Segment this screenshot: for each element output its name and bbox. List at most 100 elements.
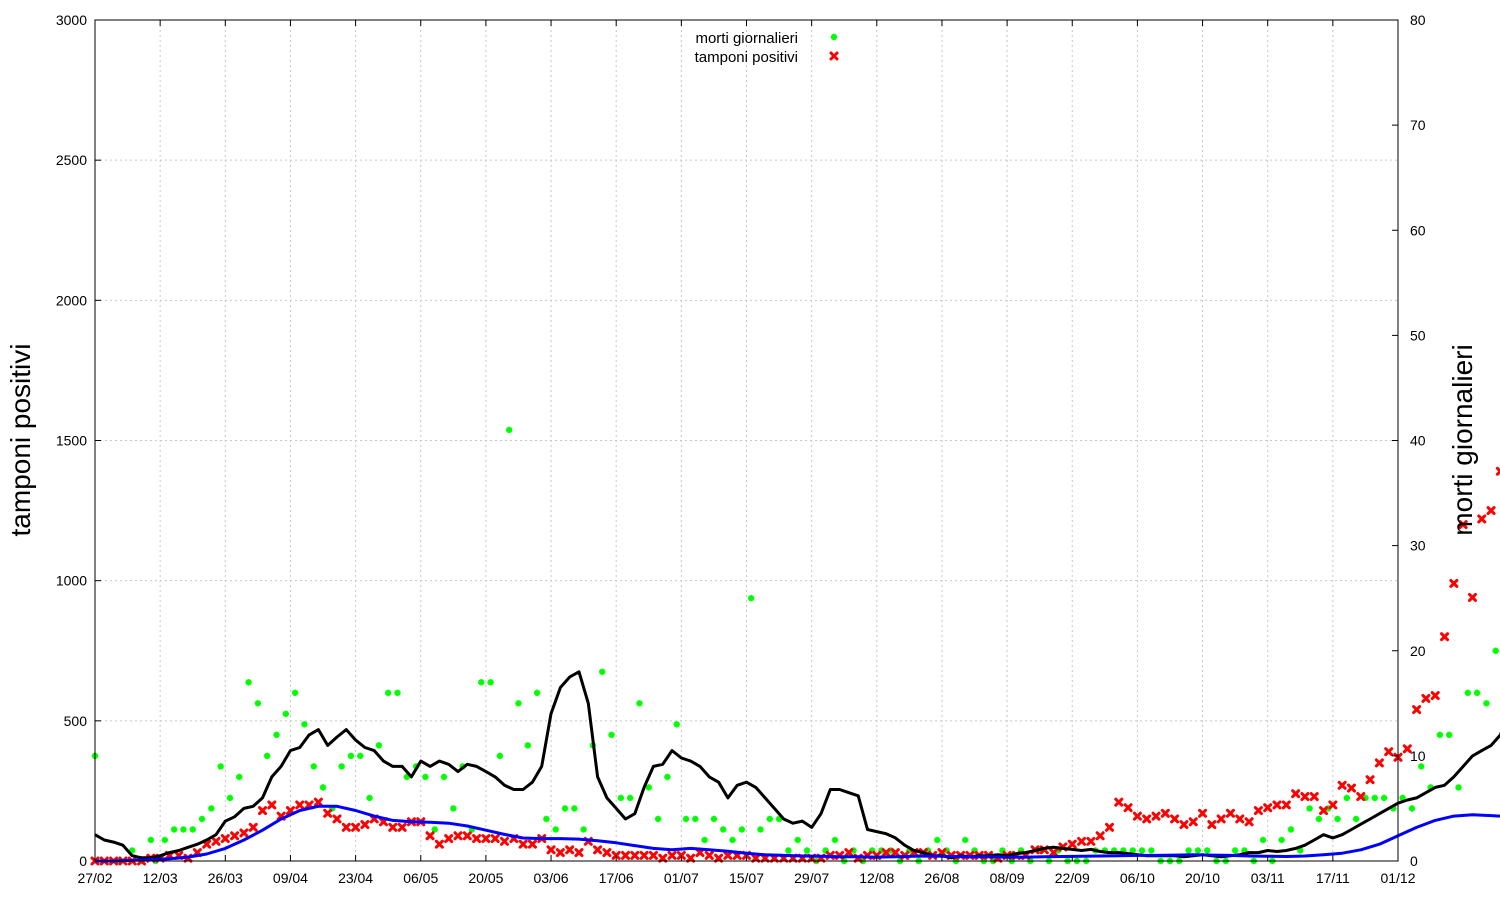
- x-tick-label: 06/05: [403, 870, 438, 886]
- data-point-deaths: [636, 700, 643, 707]
- x-tick-label: 08/09: [990, 870, 1025, 886]
- data-point-deaths: [729, 836, 736, 844]
- data-point-deaths: [208, 805, 215, 812]
- data-point-deaths: [738, 826, 746, 833]
- data-point-positives: [1319, 806, 1329, 816]
- data-point-deaths: [338, 763, 345, 770]
- data-point-positives: [667, 850, 677, 860]
- x-tick-label: 17/11: [1316, 870, 1350, 886]
- data-point-positives: [648, 850, 658, 860]
- data-point-deaths: [794, 836, 801, 844]
- y-left-tick-label: 0: [79, 853, 87, 869]
- data-point-deaths: [1492, 647, 1499, 654]
- x-tick-label: 15/07: [729, 870, 764, 886]
- data-point-positives: [1235, 814, 1245, 824]
- data-point-deaths: [301, 721, 308, 728]
- data-point-positives: [295, 800, 305, 810]
- data-point-deaths: [803, 847, 811, 854]
- data-point-deaths: [1259, 836, 1267, 844]
- x-tick-label: 12/03: [143, 870, 178, 886]
- y-right-tick-label: 50: [1410, 327, 1426, 343]
- data-point-positives: [1049, 848, 1059, 858]
- data-point-positives: [565, 845, 575, 855]
- data-point-deaths: [1445, 731, 1453, 739]
- data-point-positives: [639, 850, 649, 860]
- data-point-positives: [1132, 811, 1142, 821]
- data-point-deaths: [263, 752, 271, 760]
- legend-markers: [829, 33, 839, 61]
- data-point-deaths: [357, 752, 364, 760]
- data-point-deaths: [254, 700, 262, 707]
- data-point-deaths: [1483, 700, 1490, 707]
- data-point-deaths: [1464, 689, 1472, 696]
- data-point-deaths: [524, 742, 531, 749]
- data-point-deaths: [552, 826, 559, 833]
- data-point-positives: [1179, 820, 1189, 830]
- data-point-deaths: [766, 815, 773, 823]
- data-point-deaths: [785, 847, 792, 854]
- data-point-positives: [1207, 820, 1217, 830]
- data-point-positives: [1170, 814, 1180, 824]
- data-point-deaths: [1315, 815, 1323, 823]
- data-point-positives: [704, 850, 714, 860]
- data-point-positives: [1412, 705, 1422, 715]
- grid: [95, 20, 1398, 861]
- series-line-deaths-avg: [94, 670, 1500, 860]
- data-point-deaths: [571, 805, 578, 812]
- data-point-deaths: [757, 826, 764, 833]
- data-point-deaths: [394, 689, 401, 696]
- y-right-tick-label: 60: [1410, 222, 1426, 238]
- data-point-deaths: [422, 773, 429, 781]
- data-point-positives: [462, 831, 472, 841]
- x-tick-label: 26/03: [208, 870, 243, 886]
- axes: 27/02 12/03 26/03 09/04 23/04 06/05 20/05 03/06…: [56, 12, 1426, 886]
- data-point-deaths: [692, 815, 699, 823]
- x-tick-label: 12/08: [859, 870, 894, 886]
- data-point-deaths: [831, 836, 839, 844]
- data-point-deaths: [1204, 847, 1211, 854]
- data-point-positives: [220, 834, 230, 844]
- data-point-positives: [1309, 792, 1319, 802]
- data-point-positives: [1356, 792, 1366, 802]
- data-point-positives: [397, 822, 407, 832]
- y-left-tick-label: 2000: [56, 292, 87, 308]
- legend-label-positives: tamponi positivi: [695, 49, 798, 66]
- data-point-deaths: [310, 763, 317, 770]
- data-point-positives: [1467, 592, 1477, 602]
- data-point-positives: [332, 814, 342, 824]
- data-point-deaths: [384, 689, 392, 696]
- x-tick-label: 26/08: [924, 870, 959, 886]
- data-point-deaths: [645, 784, 652, 791]
- data-point-positives: [1281, 800, 1291, 810]
- data-point-deaths: [496, 752, 504, 760]
- data-point-positives: [1142, 814, 1152, 824]
- data-point-positives: [555, 848, 565, 858]
- data-point-positives: [1495, 466, 1500, 476]
- data-point-deaths: [617, 794, 625, 802]
- data-point-positives: [434, 839, 444, 849]
- data-point-positives: [1160, 808, 1170, 818]
- data-point-positives: [602, 848, 612, 858]
- data-point-positives: [453, 831, 463, 841]
- x-tick-label: 17/06: [599, 870, 634, 886]
- data-point-deaths: [1306, 805, 1313, 812]
- data-point-positives: [425, 831, 435, 841]
- data-point-deaths: [1148, 847, 1155, 854]
- x-tick-label: 23/04: [338, 870, 373, 886]
- data-point-positives: [546, 845, 556, 855]
- x-tick-label: 01/12: [1380, 870, 1415, 886]
- data-point-deaths: [1185, 847, 1192, 854]
- data-point-deaths: [440, 773, 448, 781]
- data-point-deaths: [664, 773, 671, 781]
- data-point-positives: [751, 853, 761, 863]
- data-point-positives: [211, 836, 221, 846]
- data-point-positives: [1198, 808, 1208, 818]
- data-point-deaths: [1231, 847, 1239, 854]
- y-axis-left-title: tamponi positivi: [5, 344, 36, 537]
- x-tick-label: 20/10: [1185, 870, 1220, 886]
- data-point-deaths: [747, 594, 755, 602]
- data-point-deaths: [701, 836, 708, 844]
- data-point-deaths: [626, 794, 634, 802]
- data-point-deaths: [710, 815, 718, 823]
- legend: morti giornalieri tamponi positivi: [695, 30, 839, 66]
